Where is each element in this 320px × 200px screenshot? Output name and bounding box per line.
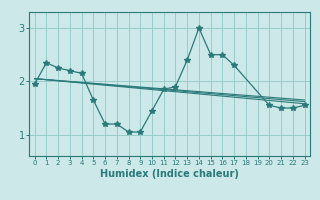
X-axis label: Humidex (Indice chaleur): Humidex (Indice chaleur)	[100, 169, 239, 179]
